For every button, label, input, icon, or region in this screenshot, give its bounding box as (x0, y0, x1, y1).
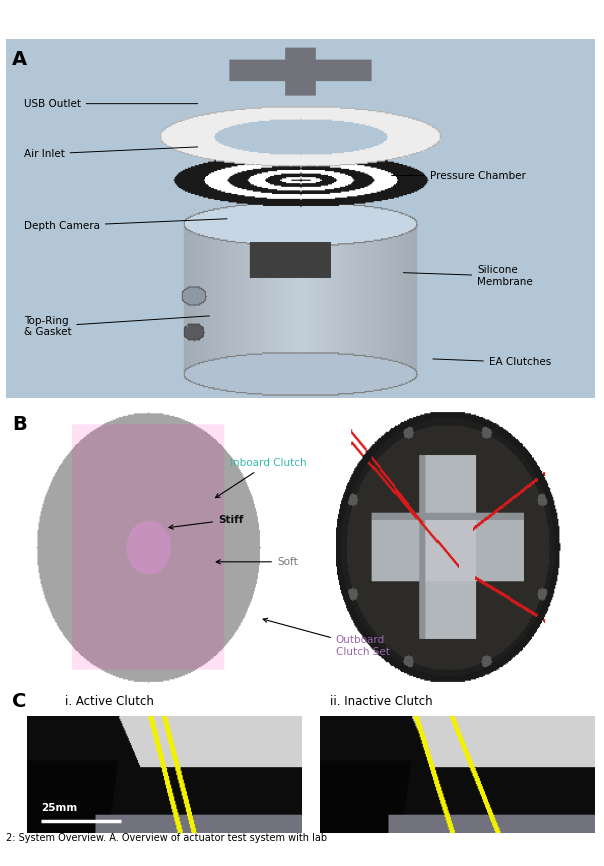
Text: C: C (12, 692, 27, 711)
Text: i. Active Clutch: i. Active Clutch (65, 695, 154, 708)
Text: ii. Inactive Clutch: ii. Inactive Clutch (330, 695, 432, 708)
Text: Depth Camera: Depth Camera (24, 219, 227, 231)
Text: Pressure Chamber: Pressure Chamber (391, 171, 526, 180)
Text: Outboard
Clutch Set: Outboard Clutch Set (263, 618, 390, 657)
Text: Stiff: Stiff (169, 514, 243, 529)
Text: 25mm: 25mm (41, 804, 77, 813)
Text: Silicone
Membrane: Silicone Membrane (403, 265, 533, 287)
Text: EA Clutches: EA Clutches (433, 358, 551, 367)
Text: USB Outlet: USB Outlet (24, 99, 198, 108)
Text: Top-Ring
& Gasket: Top-Ring & Gasket (24, 316, 210, 337)
Text: 2: System Overview. A. Overview of actuator test system with lab: 2: System Overview. A. Overview of actua… (6, 833, 327, 843)
Text: Soft: Soft (216, 557, 298, 567)
Text: A: A (12, 49, 27, 68)
Text: B: B (12, 416, 27, 435)
Text: Air Inlet: Air Inlet (24, 147, 198, 159)
Text: Inboard Clutch: Inboard Clutch (216, 458, 306, 498)
